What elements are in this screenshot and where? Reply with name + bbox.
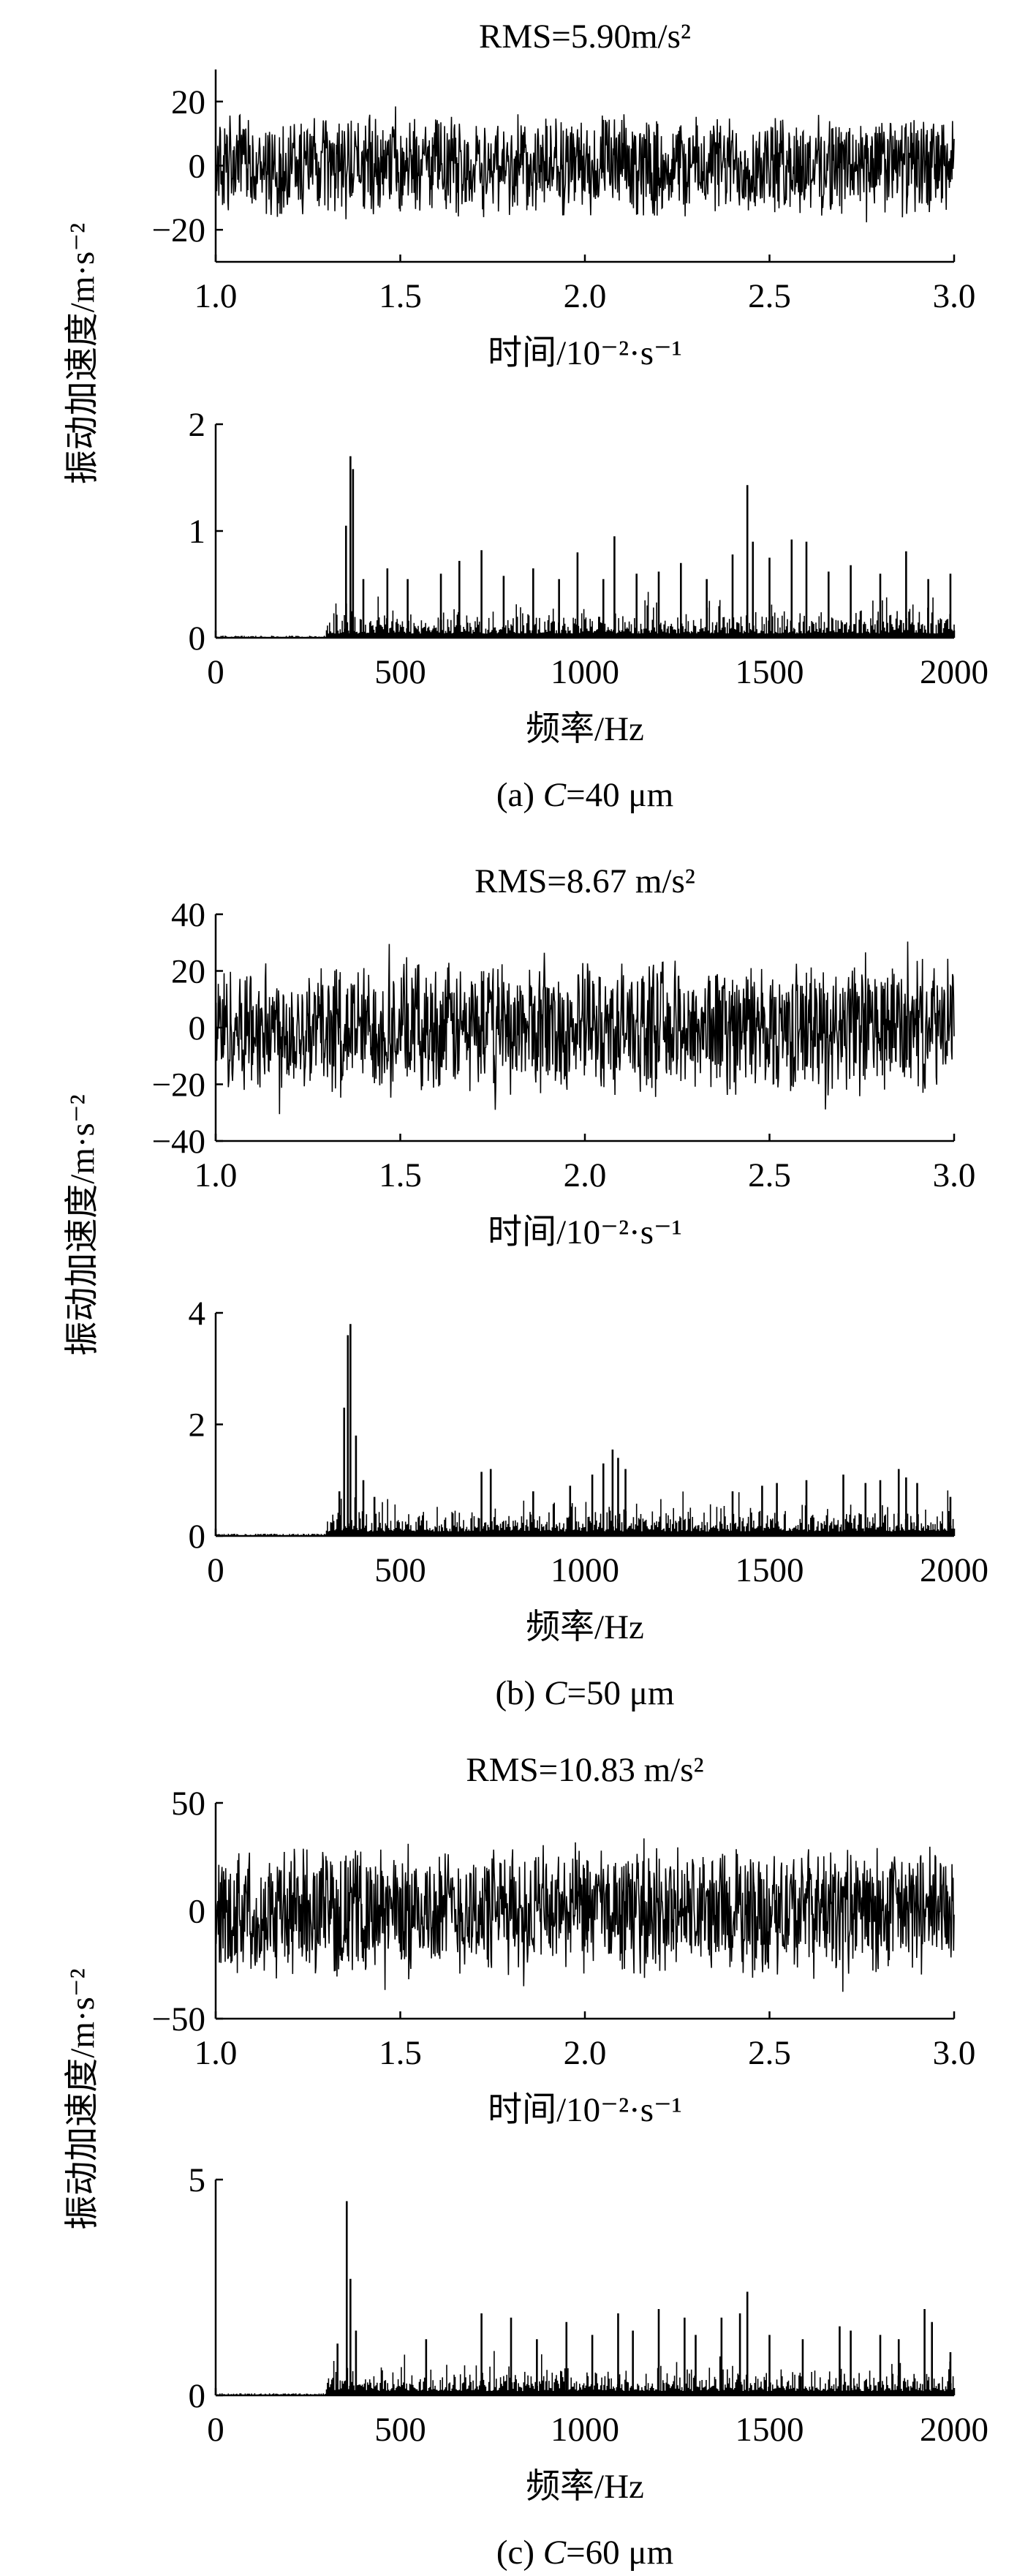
y-tick-label: −40 <box>151 1123 205 1161</box>
subplot-b-time: −40 −20 0 20 40 1.0 1.5 2.0 2.5 3.0 时间/10⁻²·s⁻¹ RMS… <box>151 862 975 1251</box>
y-tick-label: 0 <box>189 1518 206 1556</box>
subplot-b-spectrum: 0 2 4 0 500 1000 1500 2000 频率/Hz (b) C=50 μm <box>189 1295 989 1712</box>
subplot-c-spectrum: 0 5 0 500 1000 1500 2000 频率/Hz (c) C=60 μm <box>189 2161 989 2572</box>
x-tick-label: 1000 <box>551 1551 619 1589</box>
x-tick-label: 500 <box>374 653 426 691</box>
x-tick-label: 1.5 <box>379 1156 422 1194</box>
x-axis-title: 频率/Hz <box>526 2468 644 2506</box>
x-tick-label: 2000 <box>920 1551 988 1589</box>
x-tick-label: 1.0 <box>194 277 238 315</box>
subplot-caption: (a) C=40 μm <box>496 776 673 814</box>
caption-rest: =60 μm <box>566 2534 673 2572</box>
x-tick-label: 2.0 <box>564 277 607 315</box>
y-tick-label: 4 <box>189 1295 206 1333</box>
caption-variable: C <box>543 2534 567 2572</box>
caption-variable: C <box>543 776 567 814</box>
y-tick-label: 0 <box>189 2377 206 2415</box>
y-tick-label: −20 <box>151 1066 205 1104</box>
x-tick-label: 1500 <box>736 653 804 691</box>
caption-prefix: (b) <box>496 1674 545 1712</box>
subplot-a-time: −20 0 20 1.0 1.5 2.0 2.5 3.0 时间/10⁻²·s⁻¹ RMS=5.90… <box>151 18 975 372</box>
subplot-a-spectrum: 0 1 2 0 500 1000 1500 2000 频率/Hz (a) C=40 μm <box>189 406 989 814</box>
x-axis-title: 频率/Hz <box>526 710 644 748</box>
x-tick-label: 2000 <box>920 2411 988 2449</box>
y-axis-title: 振动加速度/m·s⁻² <box>64 223 102 484</box>
caption-variable: C <box>544 1674 567 1712</box>
subplot-caption: (c) C=60 μm <box>496 2534 673 2572</box>
y-tick-label: 50 <box>171 1785 205 1823</box>
caption-rest: =40 μm <box>566 776 673 814</box>
y-axis-title: 振动加速度/m·s⁻² <box>64 1094 102 1355</box>
y-tick-label: 2 <box>189 1406 206 1445</box>
y-tick-label: 0 <box>189 1893 206 1931</box>
x-axis-title: 时间/10⁻²·s⁻¹ <box>488 1213 682 1251</box>
spectrum-floor <box>215 2351 955 2395</box>
x-tick-label: 2.5 <box>748 2034 791 2072</box>
x-tick-label: 0 <box>207 653 224 691</box>
x-tick-label: 0 <box>207 1551 224 1589</box>
y-tick-label: 2 <box>189 406 206 444</box>
x-tick-label: 1.0 <box>194 1156 238 1194</box>
x-axis-title: 频率/Hz <box>526 1608 644 1646</box>
caption-prefix: (a) <box>496 776 543 814</box>
time-signal-trace <box>215 106 955 222</box>
y-tick-label: 20 <box>171 83 205 121</box>
x-axis-title: 时间/10⁻²·s⁻¹ <box>488 2091 682 2129</box>
x-tick-label: 1000 <box>551 653 619 691</box>
y-tick-label: −20 <box>151 211 205 249</box>
x-tick-label: 2.0 <box>564 1156 607 1194</box>
y-tick-label: 20 <box>171 953 205 991</box>
x-tick-label: 1.0 <box>194 2034 238 2072</box>
y-tick-label: 1 <box>189 513 206 551</box>
rms-annotation: RMS=8.67 m/s² <box>474 862 695 900</box>
x-tick-label: 0 <box>207 2411 224 2449</box>
x-tick-label: 500 <box>374 1551 426 1589</box>
y-tick-label: 0 <box>189 619 206 658</box>
rms-annotation: RMS=5.90m/s² <box>479 18 691 56</box>
y-tick-label: 0 <box>189 148 206 186</box>
time-signal-trace <box>215 941 955 1115</box>
x-tick-label: 3.0 <box>933 277 976 315</box>
x-tick-label: 2000 <box>920 653 988 691</box>
x-tick-label: 500 <box>374 2411 426 2449</box>
x-axis-title: 时间/10⁻²·s⁻¹ <box>488 334 682 372</box>
spectrum-floor <box>215 592 955 638</box>
caption-rest: =50 μm <box>567 1674 674 1712</box>
x-tick-label: 1000 <box>551 2411 619 2449</box>
rms-annotation: RMS=10.83 m/s² <box>466 1751 703 1789</box>
x-tick-label: 2.0 <box>564 2034 607 2072</box>
x-tick-label: 1500 <box>736 2411 804 2449</box>
x-tick-label: 2.5 <box>748 277 791 315</box>
y-axis-title: 振动加速度/m·s⁻² <box>64 1968 102 2229</box>
time-signal-trace <box>215 1838 955 1992</box>
caption-prefix: (c) <box>496 2534 543 2572</box>
x-tick-label: 3.0 <box>933 2034 976 2072</box>
subplot-c-time: −50 0 50 1.0 1.5 2.0 2.5 3.0 时间/10⁻²·s⁻¹ RMS=10.8… <box>151 1751 975 2129</box>
y-tick-label: 40 <box>171 896 205 934</box>
y-tick-label: 5 <box>189 2161 206 2199</box>
x-tick-label: 1.5 <box>379 277 422 315</box>
x-tick-label: 1.5 <box>379 2034 422 2072</box>
subplot-caption: (b) C=50 μm <box>496 1674 675 1712</box>
x-tick-label: 3.0 <box>933 1156 976 1194</box>
y-tick-label: 0 <box>189 1009 206 1047</box>
x-tick-label: 2.5 <box>748 1156 791 1194</box>
x-tick-label: 1500 <box>736 1551 804 1589</box>
y-tick-label: −50 <box>151 2000 205 2038</box>
